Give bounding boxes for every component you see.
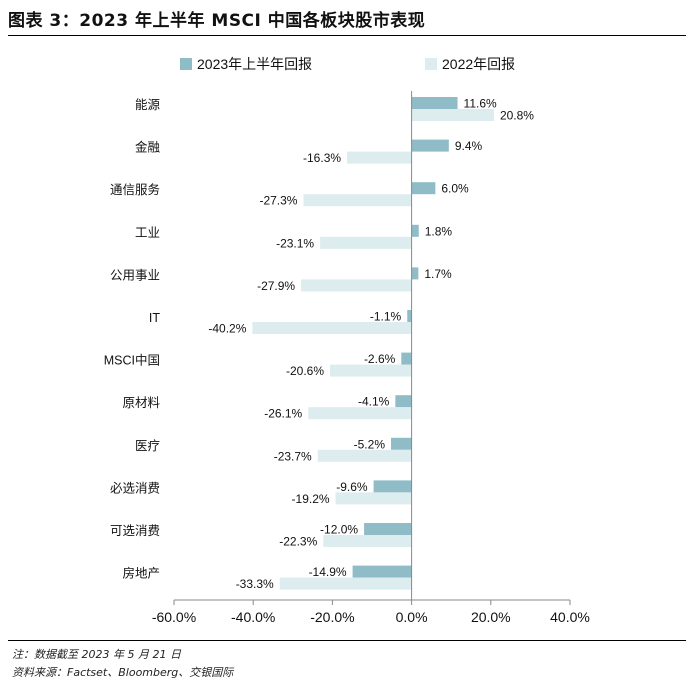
category-label: 房地产 bbox=[122, 566, 160, 581]
category-label: 通信服务 bbox=[110, 182, 160, 197]
bar-2023 bbox=[411, 224, 419, 237]
bar-2022 bbox=[303, 194, 412, 207]
data-label-2023: 9.4% bbox=[455, 139, 483, 153]
bar-2022 bbox=[335, 492, 412, 505]
data-label-2022: -22.3% bbox=[279, 535, 317, 549]
bar-2023 bbox=[411, 139, 449, 152]
source-note: 资料来源：Factset、Bloomberg、交银国际 bbox=[12, 666, 234, 679]
bar-2023 bbox=[364, 523, 412, 535]
data-label-2023: 1.8% bbox=[425, 224, 453, 238]
legend-swatch-2022 bbox=[425, 58, 437, 70]
data-label-2022: -27.3% bbox=[259, 194, 297, 208]
bar-2022 bbox=[330, 364, 412, 377]
bar-2022 bbox=[317, 449, 412, 462]
bar-2022 bbox=[252, 322, 412, 334]
legend-label-2022: 2022年回报 bbox=[442, 56, 515, 72]
footnote: 注：数据截至 2023 年 5 月 21 日 bbox=[12, 648, 181, 661]
category-label: 工业 bbox=[135, 226, 160, 240]
bar-2023 bbox=[407, 310, 412, 322]
data-label-2022: -16.3% bbox=[303, 151, 341, 165]
data-label-2023: -14.9% bbox=[309, 565, 347, 579]
data-label-2023: 11.6% bbox=[464, 97, 497, 111]
data-label-2023: -12.0% bbox=[320, 523, 358, 537]
bar-2023 bbox=[411, 267, 419, 280]
data-label-2023: 1.7% bbox=[424, 267, 452, 281]
category-label: 医疗 bbox=[135, 439, 160, 453]
data-label-2022: -23.1% bbox=[276, 236, 314, 250]
category-label: 可选消费 bbox=[110, 524, 160, 538]
category-label: 原材料 bbox=[122, 396, 160, 410]
category-label: 必选消费 bbox=[110, 481, 160, 495]
data-label-2023: -4.1% bbox=[358, 395, 390, 409]
bar-2023 bbox=[373, 480, 412, 493]
category-label: MSCI中国 bbox=[104, 353, 160, 368]
x-tick-label: -40.0% bbox=[231, 609, 275, 625]
x-tick-label: 40.0% bbox=[550, 609, 590, 625]
bar-2023 bbox=[391, 437, 412, 450]
data-label-2022: -40.2% bbox=[208, 322, 246, 336]
x-tick-label: 20.0% bbox=[471, 609, 511, 625]
bar-2022 bbox=[301, 279, 412, 292]
legend-label-2023: 2023年上半年回报 bbox=[197, 56, 312, 72]
category-label: 金融 bbox=[135, 140, 161, 155]
legend-swatch-2023 bbox=[180, 58, 192, 70]
bar-2022 bbox=[347, 151, 412, 164]
data-label-2023: -2.6% bbox=[364, 352, 396, 366]
data-label-2023: -5.2% bbox=[354, 437, 386, 451]
bar-2022 bbox=[308, 407, 412, 420]
bar-2023 bbox=[352, 565, 412, 578]
bar-2023 bbox=[411, 182, 436, 195]
bar-2022 bbox=[279, 577, 412, 590]
bar-2022 bbox=[320, 236, 412, 249]
category-label: IT bbox=[149, 311, 160, 325]
footer-rule bbox=[8, 640, 686, 641]
bar-2023 bbox=[401, 352, 412, 365]
chart-title: 图表 3：2023 年上半年 MSCI 中国各板块股市表现 bbox=[8, 11, 426, 31]
x-tick-label: -20.0% bbox=[310, 609, 354, 625]
data-label-2022: -26.1% bbox=[264, 407, 302, 421]
x-tick-label: 0.0% bbox=[396, 609, 428, 625]
bar-2023 bbox=[411, 97, 458, 109]
data-label-2023: -9.6% bbox=[336, 480, 368, 494]
data-label-2022: -23.7% bbox=[274, 449, 312, 463]
category-label: 能源 bbox=[135, 98, 161, 112]
bar-2023 bbox=[395, 395, 412, 408]
data-label-2023: -1.1% bbox=[370, 310, 402, 324]
data-label-2022: 20.8% bbox=[500, 109, 534, 123]
category-label: 公用事业 bbox=[110, 268, 160, 282]
data-label-2022: -20.6% bbox=[286, 364, 324, 378]
data-label-2022: -33.3% bbox=[236, 577, 274, 591]
bar-2022 bbox=[411, 109, 494, 121]
data-label-2023: 6.0% bbox=[441, 182, 469, 196]
title-underline bbox=[8, 35, 686, 36]
bar-2022 bbox=[323, 535, 412, 547]
data-label-2022: -19.2% bbox=[292, 492, 330, 506]
x-tick-label: -60.0% bbox=[152, 609, 196, 625]
data-label-2022: -27.9% bbox=[257, 279, 295, 293]
